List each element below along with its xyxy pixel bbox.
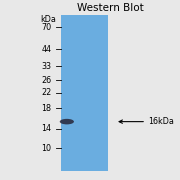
- Text: 22: 22: [41, 88, 51, 97]
- Text: 16kDa: 16kDa: [148, 117, 174, 126]
- Text: 10: 10: [41, 144, 51, 153]
- Text: 26: 26: [41, 76, 51, 85]
- Text: kDa: kDa: [40, 15, 56, 24]
- Text: Western Blot: Western Blot: [77, 3, 144, 13]
- Text: 18: 18: [41, 104, 51, 113]
- Text: 70: 70: [41, 23, 51, 32]
- Ellipse shape: [60, 119, 74, 124]
- Text: 14: 14: [41, 124, 51, 133]
- Text: 44: 44: [41, 44, 51, 53]
- Bar: [61, 15, 108, 171]
- Text: 33: 33: [41, 62, 51, 71]
